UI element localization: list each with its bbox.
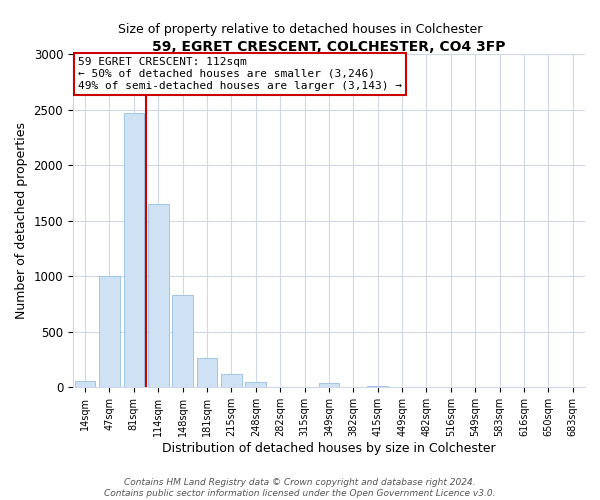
Text: Contains HM Land Registry data © Crown copyright and database right 2024.
Contai: Contains HM Land Registry data © Crown c…: [104, 478, 496, 498]
Bar: [197, 358, 217, 388]
Bar: [245, 382, 266, 388]
Y-axis label: Number of detached properties: Number of detached properties: [15, 122, 28, 319]
Bar: [99, 276, 120, 388]
Bar: [148, 204, 169, 388]
Bar: [75, 381, 95, 388]
Text: 59 EGRET CRESCENT: 112sqm
← 50% of detached houses are smaller (3,246)
49% of se: 59 EGRET CRESCENT: 112sqm ← 50% of detac…: [78, 58, 402, 90]
Title: 59, EGRET CRESCENT, COLCHESTER, CO4 3FP: 59, EGRET CRESCENT, COLCHESTER, CO4 3FP: [152, 40, 506, 54]
Bar: [367, 386, 388, 388]
Text: Size of property relative to detached houses in Colchester: Size of property relative to detached ho…: [118, 22, 482, 36]
Bar: [221, 374, 242, 388]
Bar: [319, 383, 340, 388]
Bar: [172, 295, 193, 388]
X-axis label: Distribution of detached houses by size in Colchester: Distribution of detached houses by size …: [162, 442, 496, 455]
Bar: [124, 113, 144, 388]
